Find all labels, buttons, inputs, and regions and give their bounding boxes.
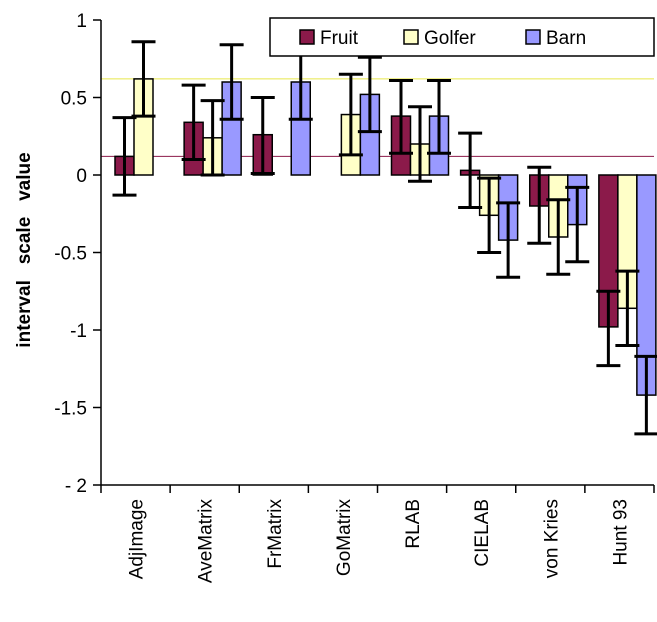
plot-area: 1 0.5 0 -0.5 -1 -1.5 - 2 AdjImage AveMatrix FrMat… [54,11,657,583]
x-tick-label: Hunt 93 [610,499,631,566]
legend-swatch-fruit [299,29,315,45]
x-tick-label: CIELAB [472,499,493,567]
legend-label-fruit: Fruit [320,28,359,49]
y-tick-label: -1 [70,321,87,342]
y-tick-label: - 2 [65,476,87,497]
legend-swatch-golfer [403,29,419,45]
x-tick-label: RLAB [403,499,424,549]
y-tick-label: 0.5 [61,89,87,110]
x-tick-label: GoMatrix [334,499,355,577]
legend-label-golfer: Golfer [424,28,476,49]
x-tick-label: FrMatrix [265,499,286,569]
x-tick-label: von Kries [541,499,562,578]
y-tick-label: -1.5 [54,399,87,420]
x-tick-label: AveMatrix [196,499,217,584]
legend-swatch-barn [525,29,541,45]
y-tick-label: -0.5 [54,244,87,265]
y-axis-label: interval scale value [14,152,35,347]
legend-box [269,17,655,57]
x-tick-label: AdjImage [127,499,148,579]
y-tick-label: 1 [76,11,87,32]
legend-label-barn: Barn [546,28,586,49]
legend: Fruit Golfer Barn [269,17,655,57]
y-tick-label: 0 [76,166,87,187]
